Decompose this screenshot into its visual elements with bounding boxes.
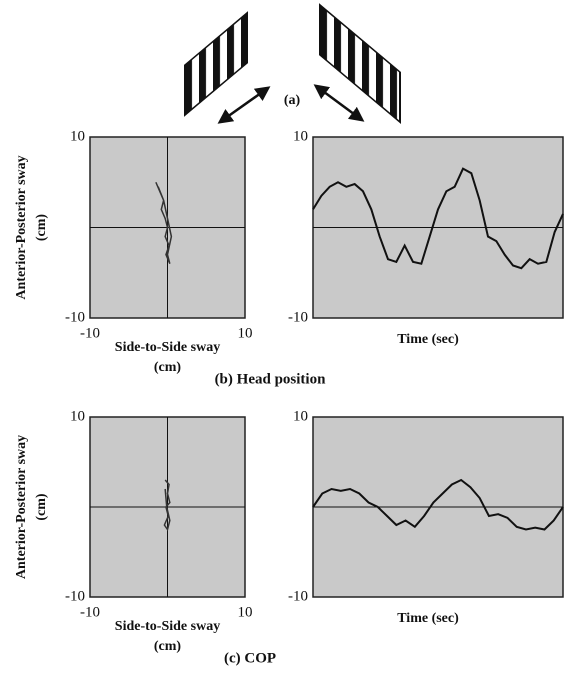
stripe-panel-left xyxy=(184,11,248,117)
y-tick-label: -10 xyxy=(288,309,308,325)
x-axis-label: Time (sec) xyxy=(397,611,459,626)
x-axis-label: Side-to-Side sway xyxy=(115,619,220,634)
x-axis-unit: (cm) xyxy=(154,360,182,375)
y-tick-label: -10 xyxy=(288,588,308,604)
x-tick-label: 10 xyxy=(238,604,253,620)
y-tick-label: 10 xyxy=(70,128,85,144)
label-a: (a) xyxy=(284,93,301,108)
time-series-line xyxy=(312,478,564,531)
y-tick-label: 10 xyxy=(293,128,308,144)
y-axis-label: Anterior-Posterior sway xyxy=(14,435,29,579)
label-b: (b) Head position xyxy=(215,371,327,387)
x-axis-label: Time (sec) xyxy=(397,332,459,347)
x-tick-label: 10 xyxy=(238,325,253,341)
y-axis-unit: (cm) xyxy=(34,214,49,242)
x-axis-unit: (cm) xyxy=(154,639,182,654)
x-tick-label: -10 xyxy=(80,604,100,620)
trajectory-line xyxy=(155,181,173,264)
y-axis-label: Anterior-Posterior sway xyxy=(14,155,29,299)
arrow-left xyxy=(217,86,271,124)
x-axis-label: Side-to-Side sway xyxy=(115,340,220,355)
trajectory-line xyxy=(163,479,171,532)
y-tick-label: 10 xyxy=(70,408,85,424)
time-series-line xyxy=(312,167,564,270)
arrow-right xyxy=(313,84,365,122)
y-tick-label: -10 xyxy=(65,309,85,325)
label-c: (c) COP xyxy=(224,650,276,666)
stripe-panel-right xyxy=(319,3,401,124)
y-tick-label: -10 xyxy=(65,588,85,604)
x-tick-label: -10 xyxy=(80,325,100,341)
y-tick-label: 10 xyxy=(293,408,308,424)
y-axis-unit: (cm) xyxy=(34,493,49,521)
